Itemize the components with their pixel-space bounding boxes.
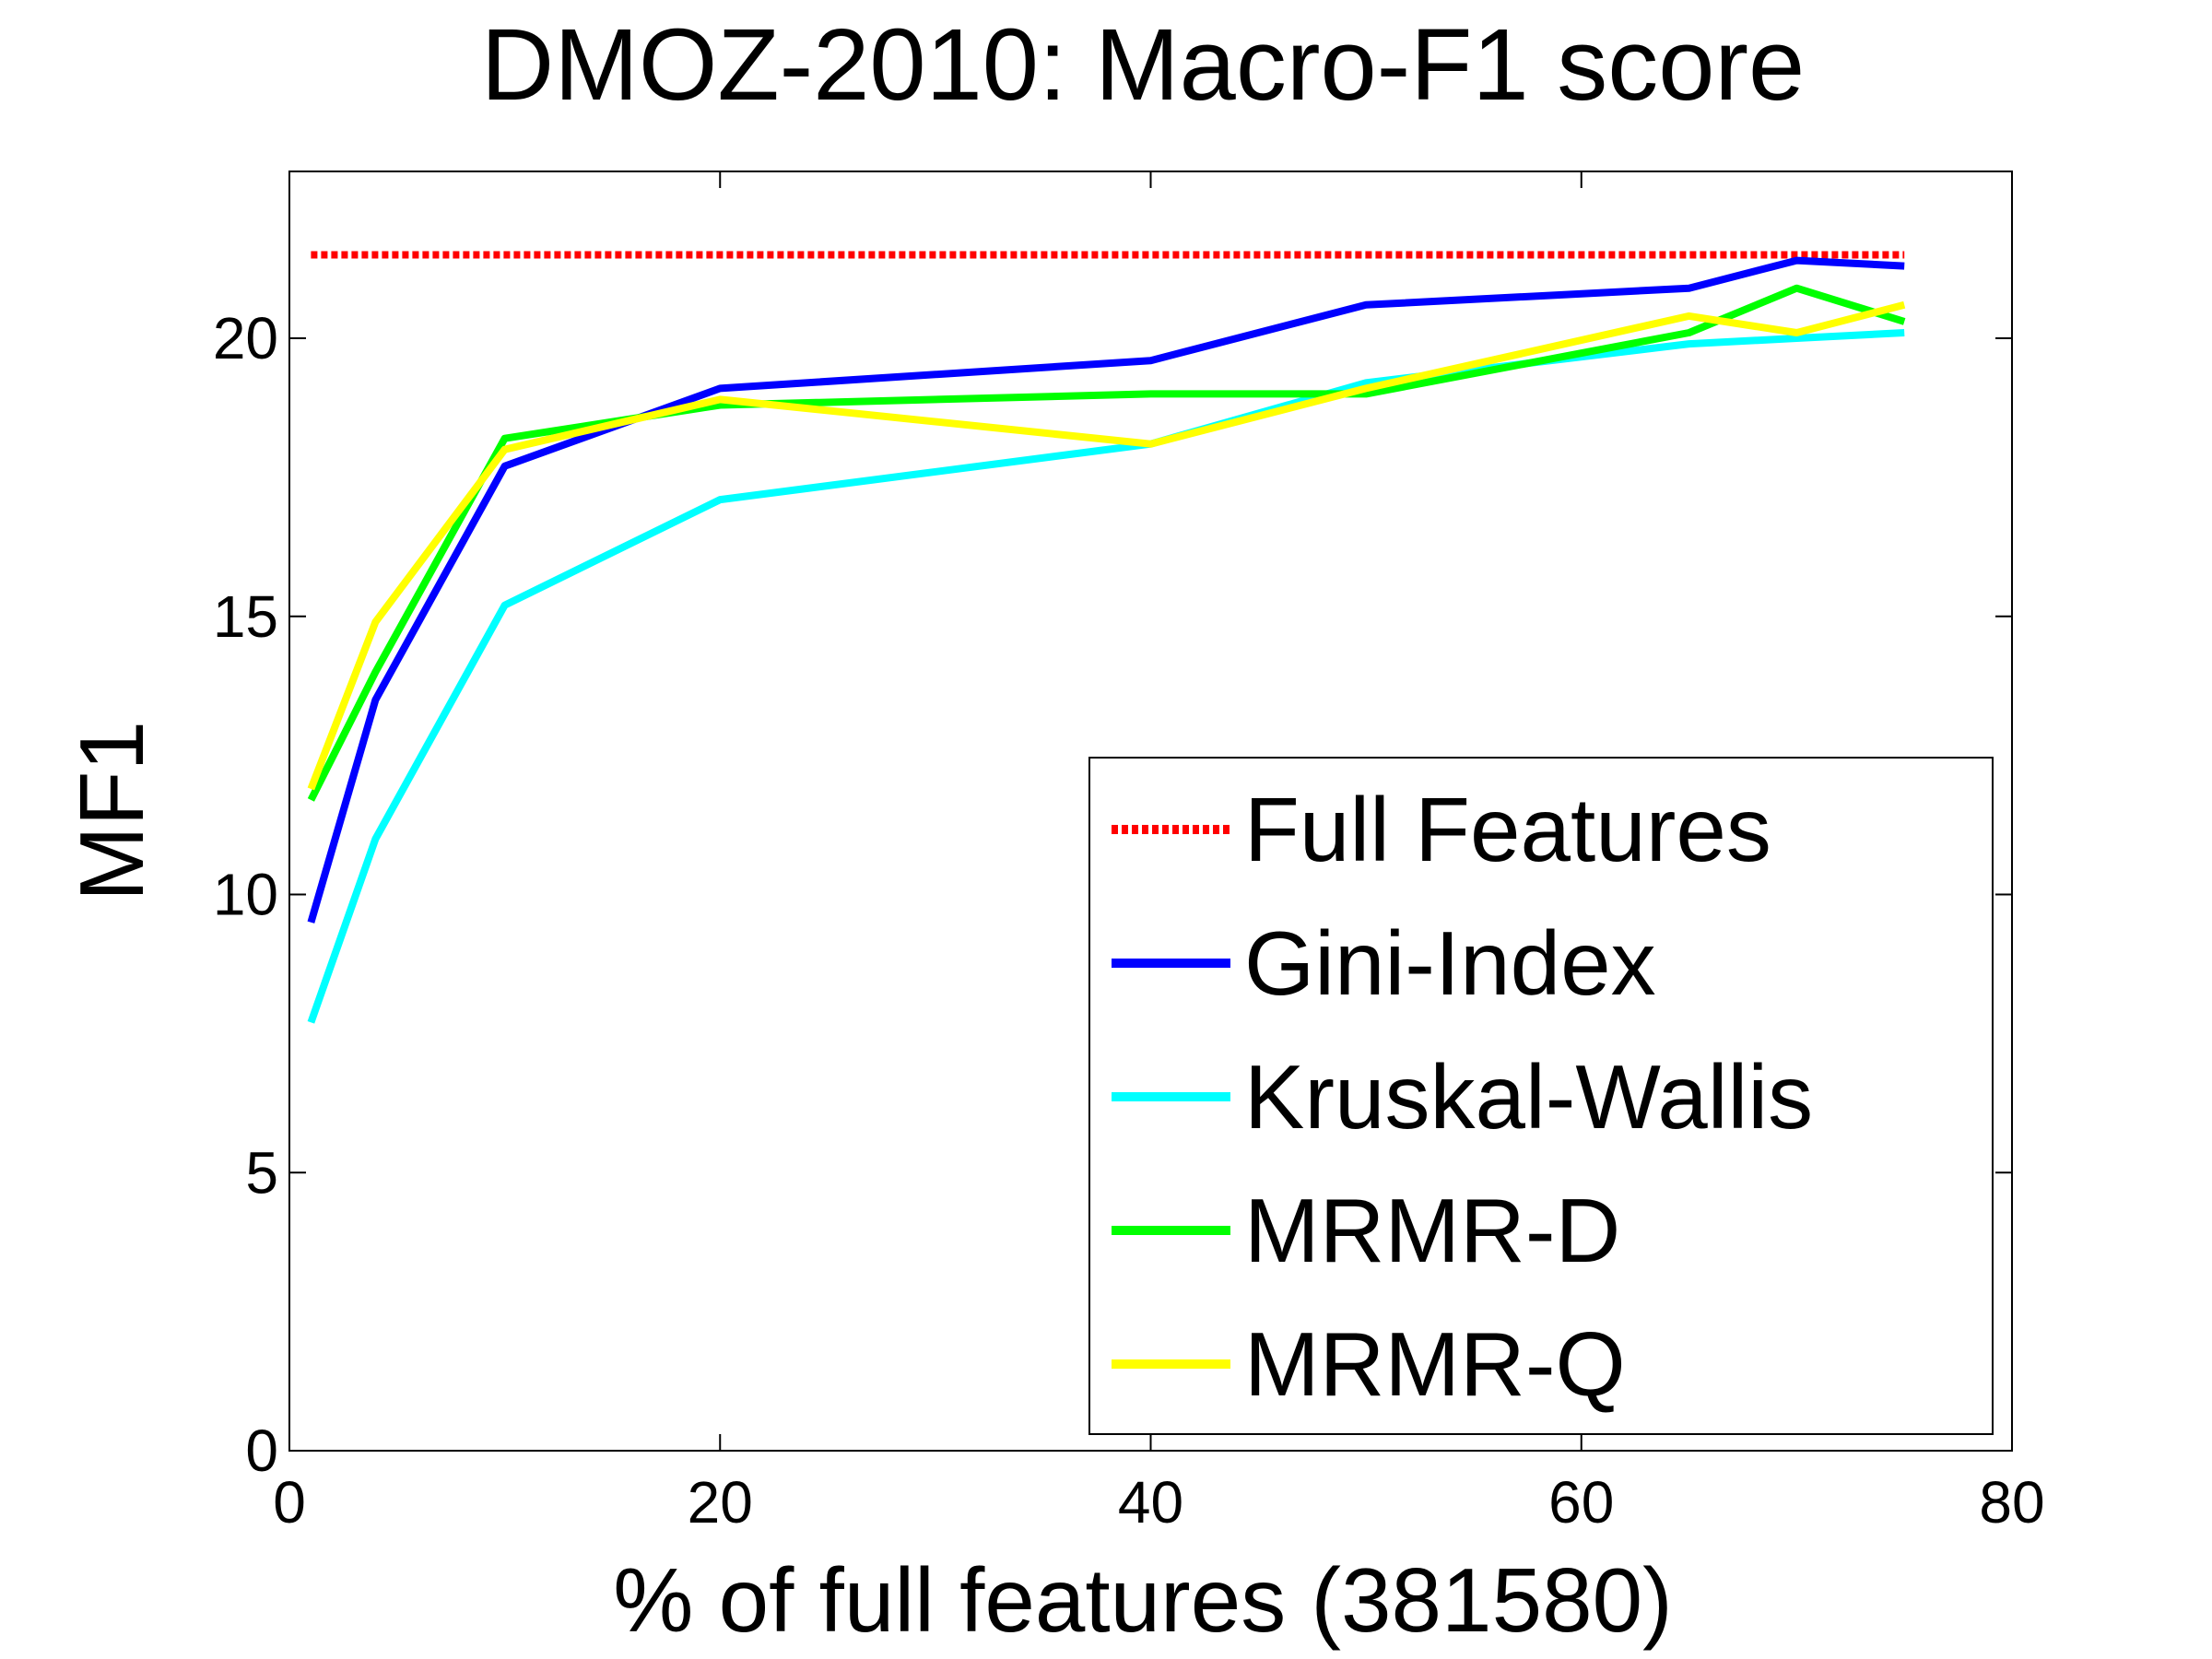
x-axis-label: % of full features (381580) xyxy=(613,1549,1672,1651)
legend-label-gini-index: Gini-Index xyxy=(1244,912,1656,1014)
legend-label-full-features: Full Features xyxy=(1244,779,1771,880)
x-tick-label: 20 xyxy=(688,1469,753,1535)
y-tick-label: 20 xyxy=(213,305,278,371)
legend-label-mrmr-d: MRMR-D xyxy=(1244,1180,1620,1281)
series-line-mrmr-d xyxy=(307,284,1906,802)
axis-ticks: 0 20 40 60 80 0 5 10 15 20 xyxy=(213,171,2045,1535)
series-line-gini-index xyxy=(307,256,1905,924)
x-tick-label: 80 xyxy=(1979,1469,2044,1535)
chart-title: DMOZ-2010: Macro-F1 score xyxy=(481,8,1805,122)
legend-items: Full Features Gini-Index Kruskal-Wallis MRM… xyxy=(1112,779,1813,1415)
legend: Full Features Gini-Index Kruskal-Wallis MRM… xyxy=(1088,757,1994,1435)
y-tick-label: 0 xyxy=(245,1418,278,1484)
y-tick-label: 10 xyxy=(213,862,278,928)
x-tick-label: 60 xyxy=(1548,1469,1614,1535)
y-tick-label: 5 xyxy=(245,1139,278,1206)
series-layer xyxy=(307,251,1906,1024)
y-tick-label: 15 xyxy=(213,583,278,650)
x-tick-label: 40 xyxy=(1118,1469,1183,1535)
x-tick-label: 0 xyxy=(273,1469,306,1535)
legend-box xyxy=(1088,757,1994,1435)
y-axis-label: MF1 xyxy=(61,721,162,901)
legend-label-kruskal-wallis: Kruskal-Wallis xyxy=(1244,1046,1813,1147)
legend-label-mrmr-q: MRMR-Q xyxy=(1244,1313,1626,1415)
series-line-mrmr-q xyxy=(307,300,1906,791)
